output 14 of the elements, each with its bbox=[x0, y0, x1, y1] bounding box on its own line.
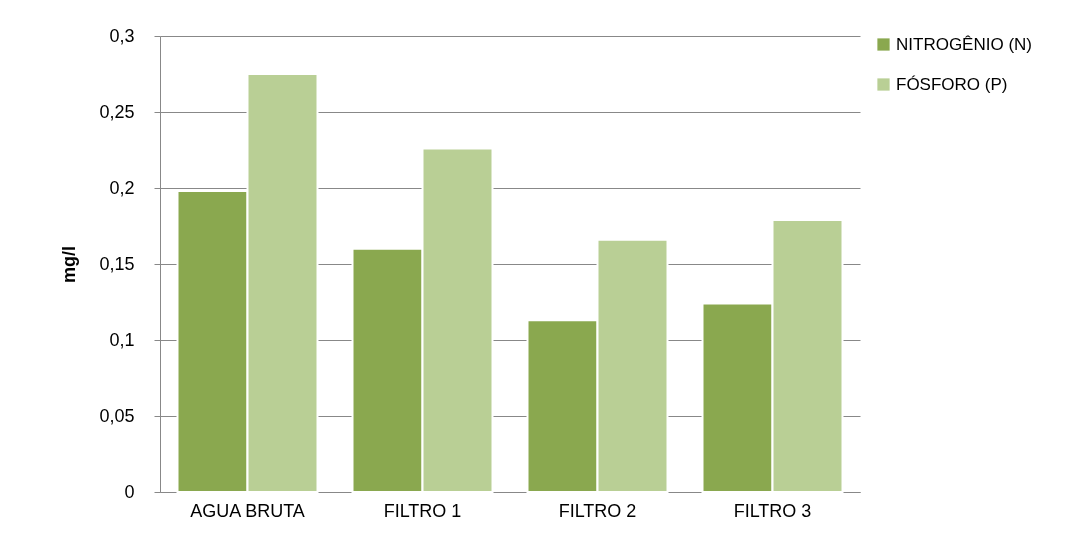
legend-label: FÓSFORO (P) bbox=[896, 74, 1008, 94]
y-tick-label: 0,2 bbox=[109, 177, 135, 198]
y-tick-label: 0 bbox=[124, 481, 135, 502]
y-axis-title: mg/l bbox=[59, 245, 80, 284]
legend-label: NITROGÊNIO (N) bbox=[896, 34, 1032, 54]
y-tick-label: 0,3 bbox=[109, 25, 135, 46]
y-tick-label: 0,05 bbox=[99, 405, 135, 426]
x-tick-label: FILTRO 2 bbox=[558, 500, 637, 521]
x-tick-label: AGUA BRUTA bbox=[190, 500, 305, 521]
x-tick-label: FILTRO 1 bbox=[383, 500, 462, 521]
x-tick-label: FILTRO 3 bbox=[733, 500, 812, 521]
y-tick-label: 0,25 bbox=[99, 101, 135, 122]
y-tick-label: 0,1 bbox=[109, 329, 135, 350]
y-tick-label: 0,15 bbox=[99, 253, 135, 274]
